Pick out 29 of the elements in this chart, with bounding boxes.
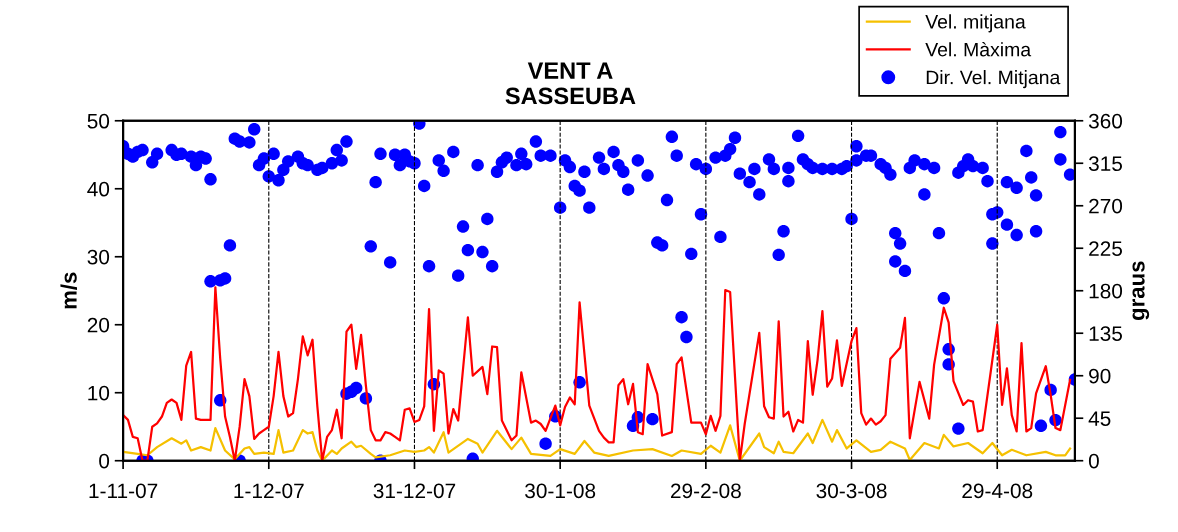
y-tick-label: 30 xyxy=(87,249,110,265)
x-tick-label: 29-2-08 xyxy=(671,483,741,499)
x-tick-label: 31-12-07 xyxy=(373,483,456,499)
y-tick-label: 40 xyxy=(87,181,110,197)
x-tick-label: 1-11-07 xyxy=(89,483,158,499)
y2-tick-label: 225 xyxy=(1089,241,1123,256)
legend-label: Dir. Vel. Mitjana xyxy=(926,70,1061,89)
chart-title: VENT A SASSEUBA xyxy=(505,62,636,105)
y-tick-label: 50 xyxy=(87,113,110,129)
y2-tick-label: 90 xyxy=(1089,368,1111,384)
y2-tick-label: 270 xyxy=(1089,198,1123,214)
line-series xyxy=(123,418,1072,461)
legend-label: Vel. mitjana xyxy=(925,14,1026,33)
y2-tick-label: 45 xyxy=(1088,411,1111,426)
y-tick-label: 10 xyxy=(88,385,110,401)
y-tick-label: 20 xyxy=(87,317,110,333)
y-tick-label: 0 xyxy=(99,453,110,469)
x-tick-label: 29-4-08 xyxy=(962,483,1033,499)
legend-label: Vel. Màxima xyxy=(925,41,1032,57)
y2-tick-label: 180 xyxy=(1089,283,1123,299)
y-axis-title: m/s xyxy=(60,272,78,309)
y2-tick-label: 360 xyxy=(1088,113,1123,129)
y2-axis-title: graus xyxy=(1132,261,1150,321)
y2-tick-label: 315 xyxy=(1088,156,1123,172)
x-tick-label: 30-1-08 xyxy=(525,483,596,499)
y2-tick-label: 0 xyxy=(1088,453,1099,469)
y2-tick-label: 135 xyxy=(1089,326,1123,341)
x-tick-label: 30-3-08 xyxy=(816,483,887,499)
x-tick-label: 1-12-07 xyxy=(234,483,304,499)
